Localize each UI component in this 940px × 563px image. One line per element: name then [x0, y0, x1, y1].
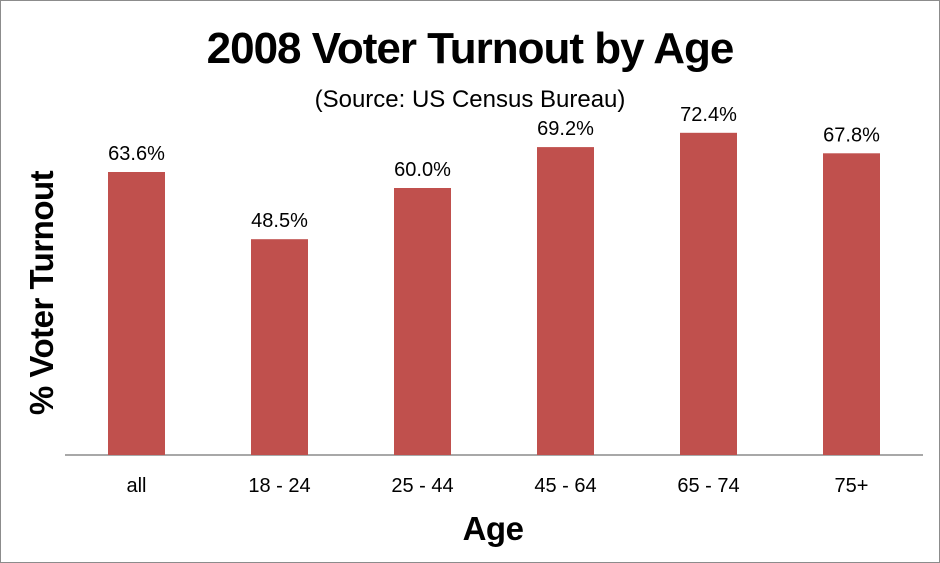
x-tick-label: 25 - 44	[391, 475, 453, 497]
x-axis-title: Age	[463, 510, 524, 547]
x-tick-label: 18 - 24	[248, 475, 310, 497]
bar	[537, 147, 594, 455]
chart-subtitle: (Source: US Census Bureau)	[315, 86, 626, 113]
bar-value-label: 48.5%	[251, 210, 308, 232]
x-tick-labels-group: all 18 - 24 25 - 44 45 - 64 65 - 74 75+	[126, 475, 868, 497]
bar-value-label: 67.8%	[823, 124, 880, 146]
bar-value-label: 60.0%	[394, 159, 451, 181]
bar-value-label: 72.4%	[680, 104, 737, 126]
x-tick-label: all	[126, 475, 146, 497]
bar	[394, 188, 451, 455]
bar-value-label: 63.6%	[108, 143, 165, 165]
y-axis-title: % Voter Turnout	[23, 170, 60, 415]
x-tick-label: 65 - 74	[677, 475, 739, 497]
data-labels-group: 63.6% 48.5% 60.0% 69.2% 72.4% 67.8%	[108, 104, 880, 232]
bar	[823, 153, 880, 456]
x-tick-label: 75+	[835, 475, 869, 497]
bar-value-label: 69.2%	[537, 118, 594, 140]
chart-title: 2008 Voter Turnout by Age	[207, 24, 734, 73]
x-tick-label: 45 - 64	[534, 475, 596, 497]
bar	[251, 239, 308, 455]
bar	[680, 132, 737, 456]
bar	[108, 172, 165, 455]
bars-group	[108, 132, 880, 456]
